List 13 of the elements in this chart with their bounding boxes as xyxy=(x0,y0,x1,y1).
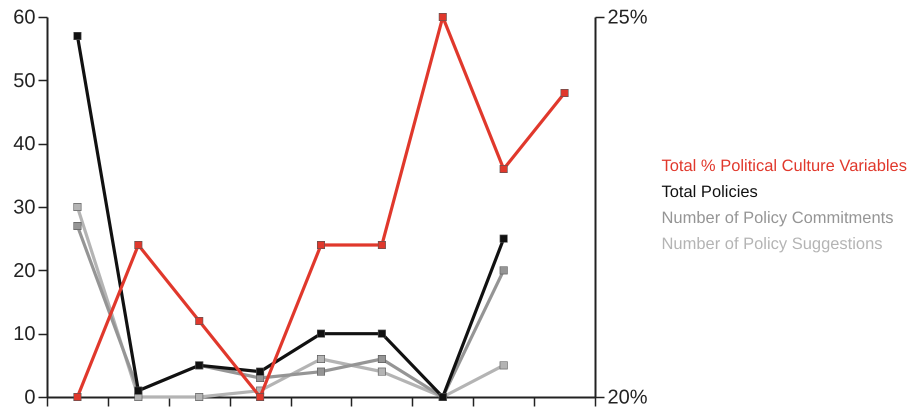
y2-tick-label: 25% xyxy=(608,6,648,28)
y-tick-label: 60 xyxy=(13,6,36,28)
y-tick-label: 50 xyxy=(13,70,36,92)
y-tick-label: 30 xyxy=(13,196,36,218)
y-tick-label: 10 xyxy=(13,323,36,346)
y2-tick-label: 20% xyxy=(608,386,648,408)
text: Total % Political Culture Variables xyxy=(662,156,907,175)
y-tick-label: 0 xyxy=(24,386,36,408)
y-tick-label: 20 xyxy=(13,260,36,282)
y-tick-label: 40 xyxy=(13,133,36,156)
text: Number of Policy Suggestions xyxy=(662,234,883,253)
text: Number of Policy Commitments xyxy=(662,208,894,227)
text: Total Policies xyxy=(662,182,758,201)
